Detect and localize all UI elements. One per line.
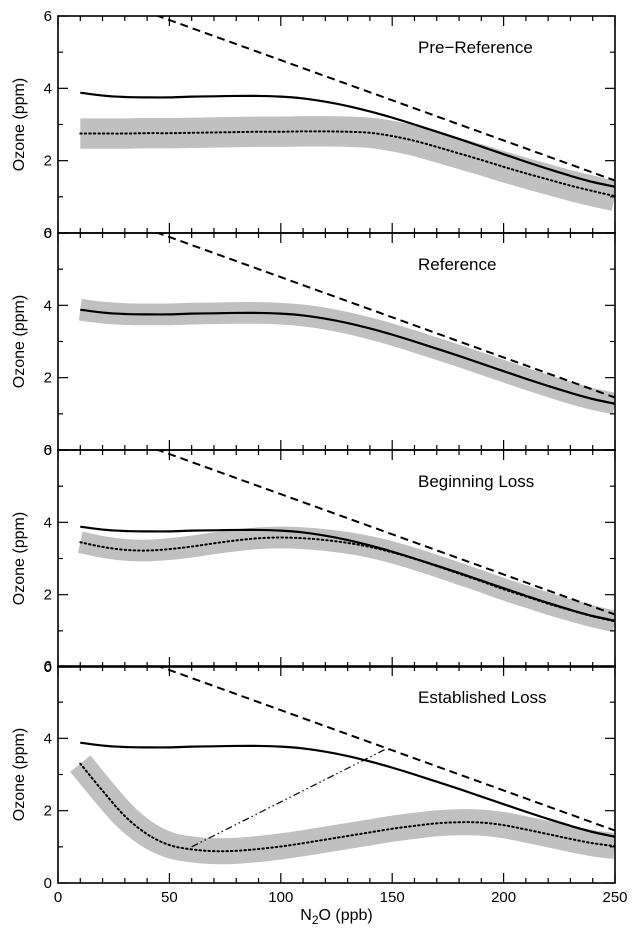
x-tick-label: 200 [491, 889, 516, 906]
panel-title: Pre−Reference [418, 38, 533, 57]
y-tick-label: 4 [44, 514, 52, 531]
panel-2: 0 2 4 6 Ozone (ppm) Reference [11, 225, 616, 459]
x-tick-label: 150 [380, 889, 405, 906]
y-axis-title: Ozone (ppm) [11, 512, 28, 605]
solid-profile-line [80, 308, 615, 405]
y-tick-label: 4 [44, 297, 52, 314]
y-tick-label: 0 [44, 225, 52, 242]
y-axis-title: Ozone (ppm) [11, 728, 28, 821]
y-tick-label: 2 [44, 803, 52, 820]
plot-area [78, 233, 615, 415]
panel-title: Beginning Loss [418, 472, 534, 491]
dashed-reference-line [154, 666, 615, 832]
y-tick-label: 6 [44, 658, 52, 675]
y-tick-label: 6 [44, 8, 52, 25]
dotted-profile-line [79, 536, 615, 623]
panel-frame [57, 232, 616, 451]
dashed-reference-line [154, 233, 615, 399]
y-tick-label: 4 [44, 730, 52, 747]
dotted-profile-line [79, 762, 615, 853]
panel-3: 0 2 4 6 Ozone (ppm) Beginning Loss [11, 442, 616, 676]
x-tick-label: 250 [602, 889, 627, 906]
y-tick-label: 0 [44, 875, 52, 892]
y-tick-label: 0 [44, 659, 52, 676]
dotted-profile-line [79, 130, 615, 198]
chart-panels: 0 2 4 6 Ozone (ppm) Pre−Reference 0 2 4 6 Ozone (p… [11, 8, 616, 892]
y-tick-label: 2 [44, 370, 52, 387]
plot-area [77, 450, 615, 633]
y-tick-label: 0 [44, 442, 52, 459]
dashed-reference-line [154, 16, 615, 182]
y-tick-label: 6 [44, 225, 52, 242]
dashed-reference-line [154, 450, 615, 616]
plot-area [79, 16, 615, 211]
x-axis-title: N2O (ppb) [300, 907, 373, 927]
solid-profile-line [80, 91, 615, 188]
y-axis-title: Ozone (ppm) [11, 295, 28, 388]
y-tick-label: 2 [44, 153, 52, 170]
solid-profile-line [80, 741, 615, 838]
uncertainty-band [70, 755, 615, 865]
plot-area [70, 666, 615, 865]
y-tick-label: 4 [44, 80, 52, 97]
axes-labels: 0 50 100 150 200 250 N2O (ppb) [54, 889, 628, 927]
panel-4: 0 2 4 6 Ozone (ppm) Established Loss [11, 658, 616, 892]
x-tick-label: 50 [161, 889, 178, 906]
x-tick-label: 100 [268, 889, 293, 906]
y-axis-title: Ozone (ppm) [11, 78, 28, 171]
x-tick-label: 0 [54, 889, 62, 906]
y-tick-label: 6 [44, 442, 52, 459]
y-tick-label: 2 [44, 587, 52, 604]
panel-1: 0 2 4 6 Ozone (ppm) Pre−Reference [11, 8, 616, 242]
panel-title: Established Loss [418, 688, 547, 707]
panel-title: Reference [418, 255, 496, 274]
